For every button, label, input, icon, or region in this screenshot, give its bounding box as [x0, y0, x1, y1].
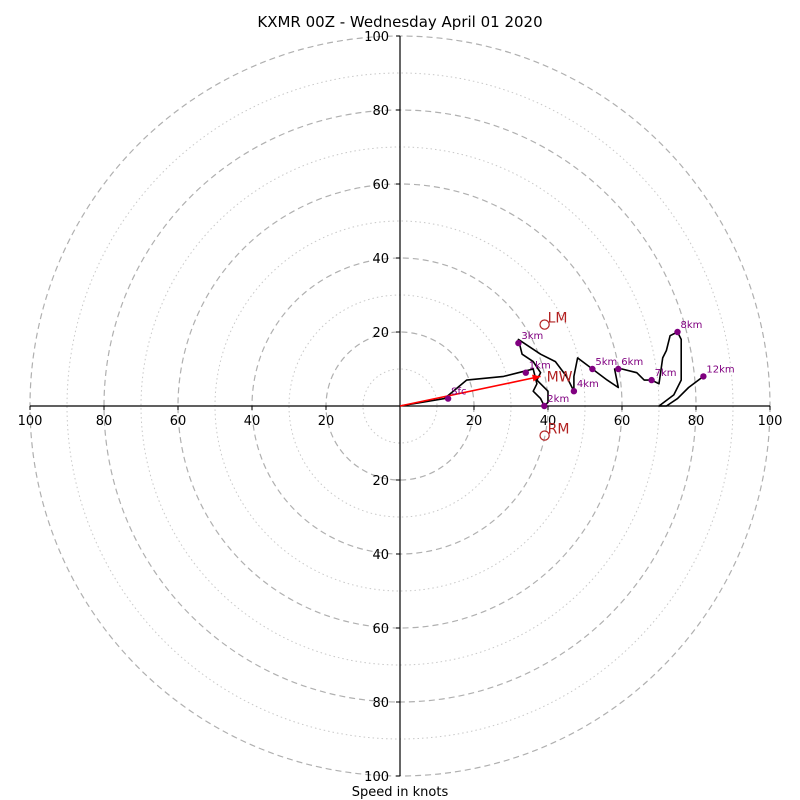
height-label-4km: 4km [577, 379, 599, 390]
height-label-8km: 8km [681, 320, 703, 331]
motion-marker-rm [539, 430, 550, 441]
mean-wind-arrowhead [532, 374, 541, 382]
y-tick-label: 100 [364, 770, 389, 785]
height-marker-12km [700, 373, 707, 380]
y-tick-label: 80 [372, 696, 389, 711]
height-label-12km: 12km [706, 364, 734, 375]
motion-label-mw: MW [547, 369, 573, 385]
y-tick-label: 40 [372, 548, 389, 563]
height-label-7km: 7km [655, 368, 677, 379]
x-axis-label: Speed in knots [352, 785, 449, 800]
height-marker-8km [674, 328, 681, 336]
height-marker-4km [570, 388, 578, 395]
height-label-3km: 3km [521, 331, 543, 342]
motion-marker-lm [539, 319, 550, 330]
y-tick-label: 80 [372, 104, 389, 119]
height-marker-1km [522, 369, 529, 376]
y-tick-label: 20 [372, 326, 389, 341]
height-label-2km: 2km [547, 394, 569, 405]
height-label-1km: 1km [529, 361, 551, 372]
x-tick-label: 20 [318, 414, 335, 429]
height-label-sfc: Sfc [451, 387, 466, 398]
hodograph-trace [399, 331, 704, 407]
x-tick-label: 60 [170, 414, 187, 429]
x-tick-label: 100 [758, 414, 783, 429]
y-tick-label: 40 [372, 252, 389, 267]
x-tick-label: 60 [614, 414, 631, 429]
y-tick-label: 20 [372, 474, 389, 489]
height-marker-2km [541, 402, 548, 410]
height-marker-3km [515, 339, 522, 347]
x-tick-label: 100 [18, 414, 43, 429]
height-marker-7km [648, 376, 655, 384]
x-tick-label: 40 [540, 414, 557, 429]
height-markers: Sfc 1km 2km 3km 4km 5km 6km 7km 8km 12km [444, 320, 735, 410]
x-tick-label: 80 [688, 414, 705, 429]
height-label-6km: 6km [621, 357, 643, 368]
tick-labels: 100 80 60 40 20 20 40 60 80 100 20 40 60 80 100 20 40 60 8… [18, 30, 783, 785]
x-tick-label: 20 [466, 414, 483, 429]
height-marker-6km [615, 365, 622, 373]
hodograph-line [399, 331, 704, 407]
mean-wind-vector [399, 374, 541, 407]
storm-motion-markers: LM MW RM [539, 311, 573, 441]
height-label-5km: 5km [595, 357, 617, 368]
x-tick-label: 40 [244, 414, 261, 429]
chart-title: KXMR 00Z - Wednesday April 01 2020 [257, 13, 542, 31]
height-marker-5km [589, 365, 596, 373]
x-tick-label: 80 [96, 414, 113, 429]
height-marker-sfc [444, 395, 452, 402]
motion-label-rm: RM [548, 422, 570, 438]
y-tick-label: 100 [364, 30, 389, 45]
motion-label-lm: LM [548, 311, 568, 327]
mean-wind-line [399, 375, 541, 407]
y-tick-label: 60 [372, 622, 389, 637]
y-tick-label: 60 [372, 178, 389, 193]
